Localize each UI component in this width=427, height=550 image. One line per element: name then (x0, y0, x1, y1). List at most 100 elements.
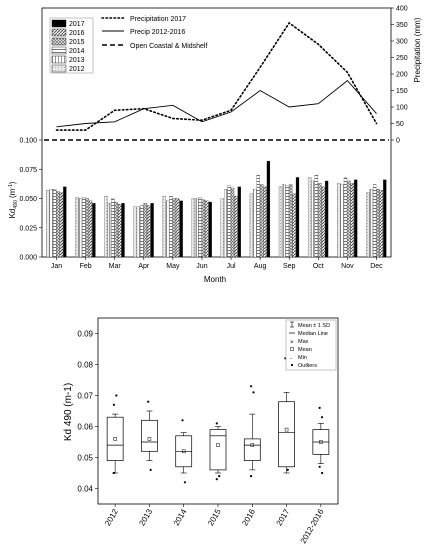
kd-bar-2015-Nov (347, 180, 351, 258)
kd-tick-label-0.000: 0.000 (19, 255, 37, 262)
legend-label-precip-2017: Precipitation 2017 (130, 16, 186, 23)
box-mean-2016 (250, 443, 255, 447)
kd-bar-2014-Jan (53, 189, 57, 258)
kd-label-sub: 490 (13, 200, 19, 209)
kd-bar-2012-Nov (337, 183, 341, 258)
precip-2012-2016-line (56, 79, 377, 128)
top-plot-frame (41, 7, 392, 258)
legend-swatch-2013 (51, 55, 67, 64)
kd-label-main: Kd (8, 209, 17, 219)
box-y-tick-label-0.04: 0.04 (77, 485, 93, 494)
kd-tick-label-0.050: 0.050 (19, 196, 37, 203)
kd-bar-2014-Aug (256, 174, 260, 258)
month-tick-label-Jul: Jul (227, 263, 236, 270)
legend-label-open-coastal: Open Coastal & Midshelf (130, 43, 207, 50)
month-tick-label-Jun: Jun (196, 263, 207, 270)
kd-bar-2012-Jun (191, 198, 195, 258)
legend-label-max: Max (298, 339, 309, 345)
box-x-tick-label-2016: 2016 (240, 507, 257, 527)
precip-tick-label-400: 400 (396, 6, 408, 13)
box-y-tick-label-0.06: 0.06 (77, 423, 93, 432)
kd-bar-2016-Sep (292, 193, 296, 258)
precip-lines (44, 21, 389, 141)
box-y-tick-label-0.09: 0.09 (77, 330, 93, 339)
box-x-tick-label-2015: 2015 (206, 507, 223, 527)
kd-bar-2017-Dec (383, 179, 387, 258)
kd-bar-2015-Jul (230, 187, 235, 258)
kd-bar-2014-Feb (82, 197, 86, 258)
kd-bar-2013-Apr (136, 206, 141, 258)
kd-bar-2016-Jun (205, 200, 209, 258)
legend-label-mean-sd: Mean ± 1 SD (298, 323, 330, 329)
kd-bar-2016-May (176, 198, 180, 258)
box-2017 (278, 401, 295, 468)
legend-min-icon: - (290, 356, 292, 362)
box-y-axis: 0.04 0.05 0.06 0.07 0.08 0.09 (77, 330, 98, 494)
month-tick-label-Oct: Oct (313, 263, 324, 270)
box-legend-frame (285, 319, 337, 371)
legend-label-mean: Mean (298, 347, 312, 353)
kd-bar-2012-Jul (220, 198, 224, 258)
box-outlier-2012-0 (112, 403, 116, 406)
legend-mean-sd-icon (290, 321, 294, 328)
precip-tick-label-50: 50 (396, 121, 404, 128)
bottom-y-axis-label: Kd 490 (m-1) (63, 383, 74, 441)
kd-axis: 0.000 0.025 0.050 0.075 0.100 (19, 138, 42, 262)
kd-bars (46, 160, 387, 258)
month-tick-label-Nov: Nov (341, 263, 354, 270)
box-mean-2015 (216, 443, 220, 447)
box-outlier-2014-0 (181, 419, 184, 422)
precip-axis: 400 350 300 250 200 150 100 50 0 (391, 6, 408, 145)
precip-tick-label-200: 200 (396, 72, 408, 79)
legend-label-median: Median Line (298, 331, 328, 337)
kd-bar-2015-Aug (260, 184, 264, 258)
box-x-tick-label-2017: 2017 (275, 507, 292, 527)
kd-bar-2017-May (179, 200, 183, 258)
box-x-tick-label-2013: 2013 (137, 507, 154, 527)
box-x-axis: 2012 2013 2014 2015 2016 2017 2012-2016 (103, 504, 326, 545)
kd-bar-2013-Jul (224, 189, 228, 258)
line-legend: Precipitation 2017 Precip 2012-2016 Open… (101, 16, 207, 50)
box-mean-2013 (147, 437, 152, 441)
kd-bar-2017-Jan (63, 186, 67, 258)
box-2013 (141, 419, 158, 452)
box-x-tick-label-2012: 2012 (103, 507, 120, 527)
month-tick-label-Apr: Apr (138, 263, 150, 270)
month-tick-label-Dec: Dec (370, 263, 383, 270)
kd-bar-2017-Feb (92, 203, 96, 258)
box-outlier-2017-1 (286, 468, 289, 471)
box-outlier-2016-2 (249, 475, 253, 478)
kd-tick-label-0.075: 0.075 (19, 167, 37, 174)
box-mean-2017 (284, 427, 289, 432)
monthly-kd-precip-panel: 0.000 0.025 0.050 0.075 0.100 400 350 300 250 20… (8, 6, 422, 285)
kd-label-unit: (m (8, 188, 17, 200)
box-outlier-2015-2 (215, 478, 218, 481)
box-outlier-2015-1 (218, 475, 221, 478)
top-y-axis-label: Kd490 (m-1) (8, 181, 19, 218)
kd-bar-2013-Feb (78, 198, 82, 258)
box-outlier-2015-0 (215, 422, 218, 425)
legend-swatch-2014 (51, 46, 67, 55)
kd-bar-2014-Sep (285, 185, 289, 258)
kd-bar-2015-Mar (114, 201, 118, 258)
legend-label-outliers: Outliers (298, 363, 317, 369)
kd-bar-2014-Jun (198, 197, 202, 258)
kd-bar-2015-Oct (318, 183, 322, 258)
kd-tick-label-0.100: 0.100 (19, 138, 37, 145)
kd-label-exp: -1 (8, 184, 14, 189)
box-x-tick-label-2012-2016: 2012-2016 (299, 507, 326, 545)
box-outlier-2012-2016-2 (318, 465, 321, 468)
precip-tick-label-350: 350 (396, 22, 408, 29)
box-outlier-2013-0 (147, 400, 150, 403)
kd-bar-2012-Mar (104, 196, 108, 258)
kd-bar-2016-Mar (117, 204, 122, 258)
kd-bar-2016-Nov (350, 183, 354, 258)
legend-swatch-2016 (51, 28, 67, 37)
kd-bar-2012-Dec (366, 192, 370, 258)
kd-bar-2017-Aug (266, 160, 271, 258)
precip-tick-label-150: 150 (396, 88, 408, 95)
legend-swatch-2015 (51, 37, 67, 46)
kd-bar-2015-Sep (289, 184, 293, 258)
box-2015 (209, 429, 227, 471)
kd-bar-2012-Apr (133, 206, 137, 258)
